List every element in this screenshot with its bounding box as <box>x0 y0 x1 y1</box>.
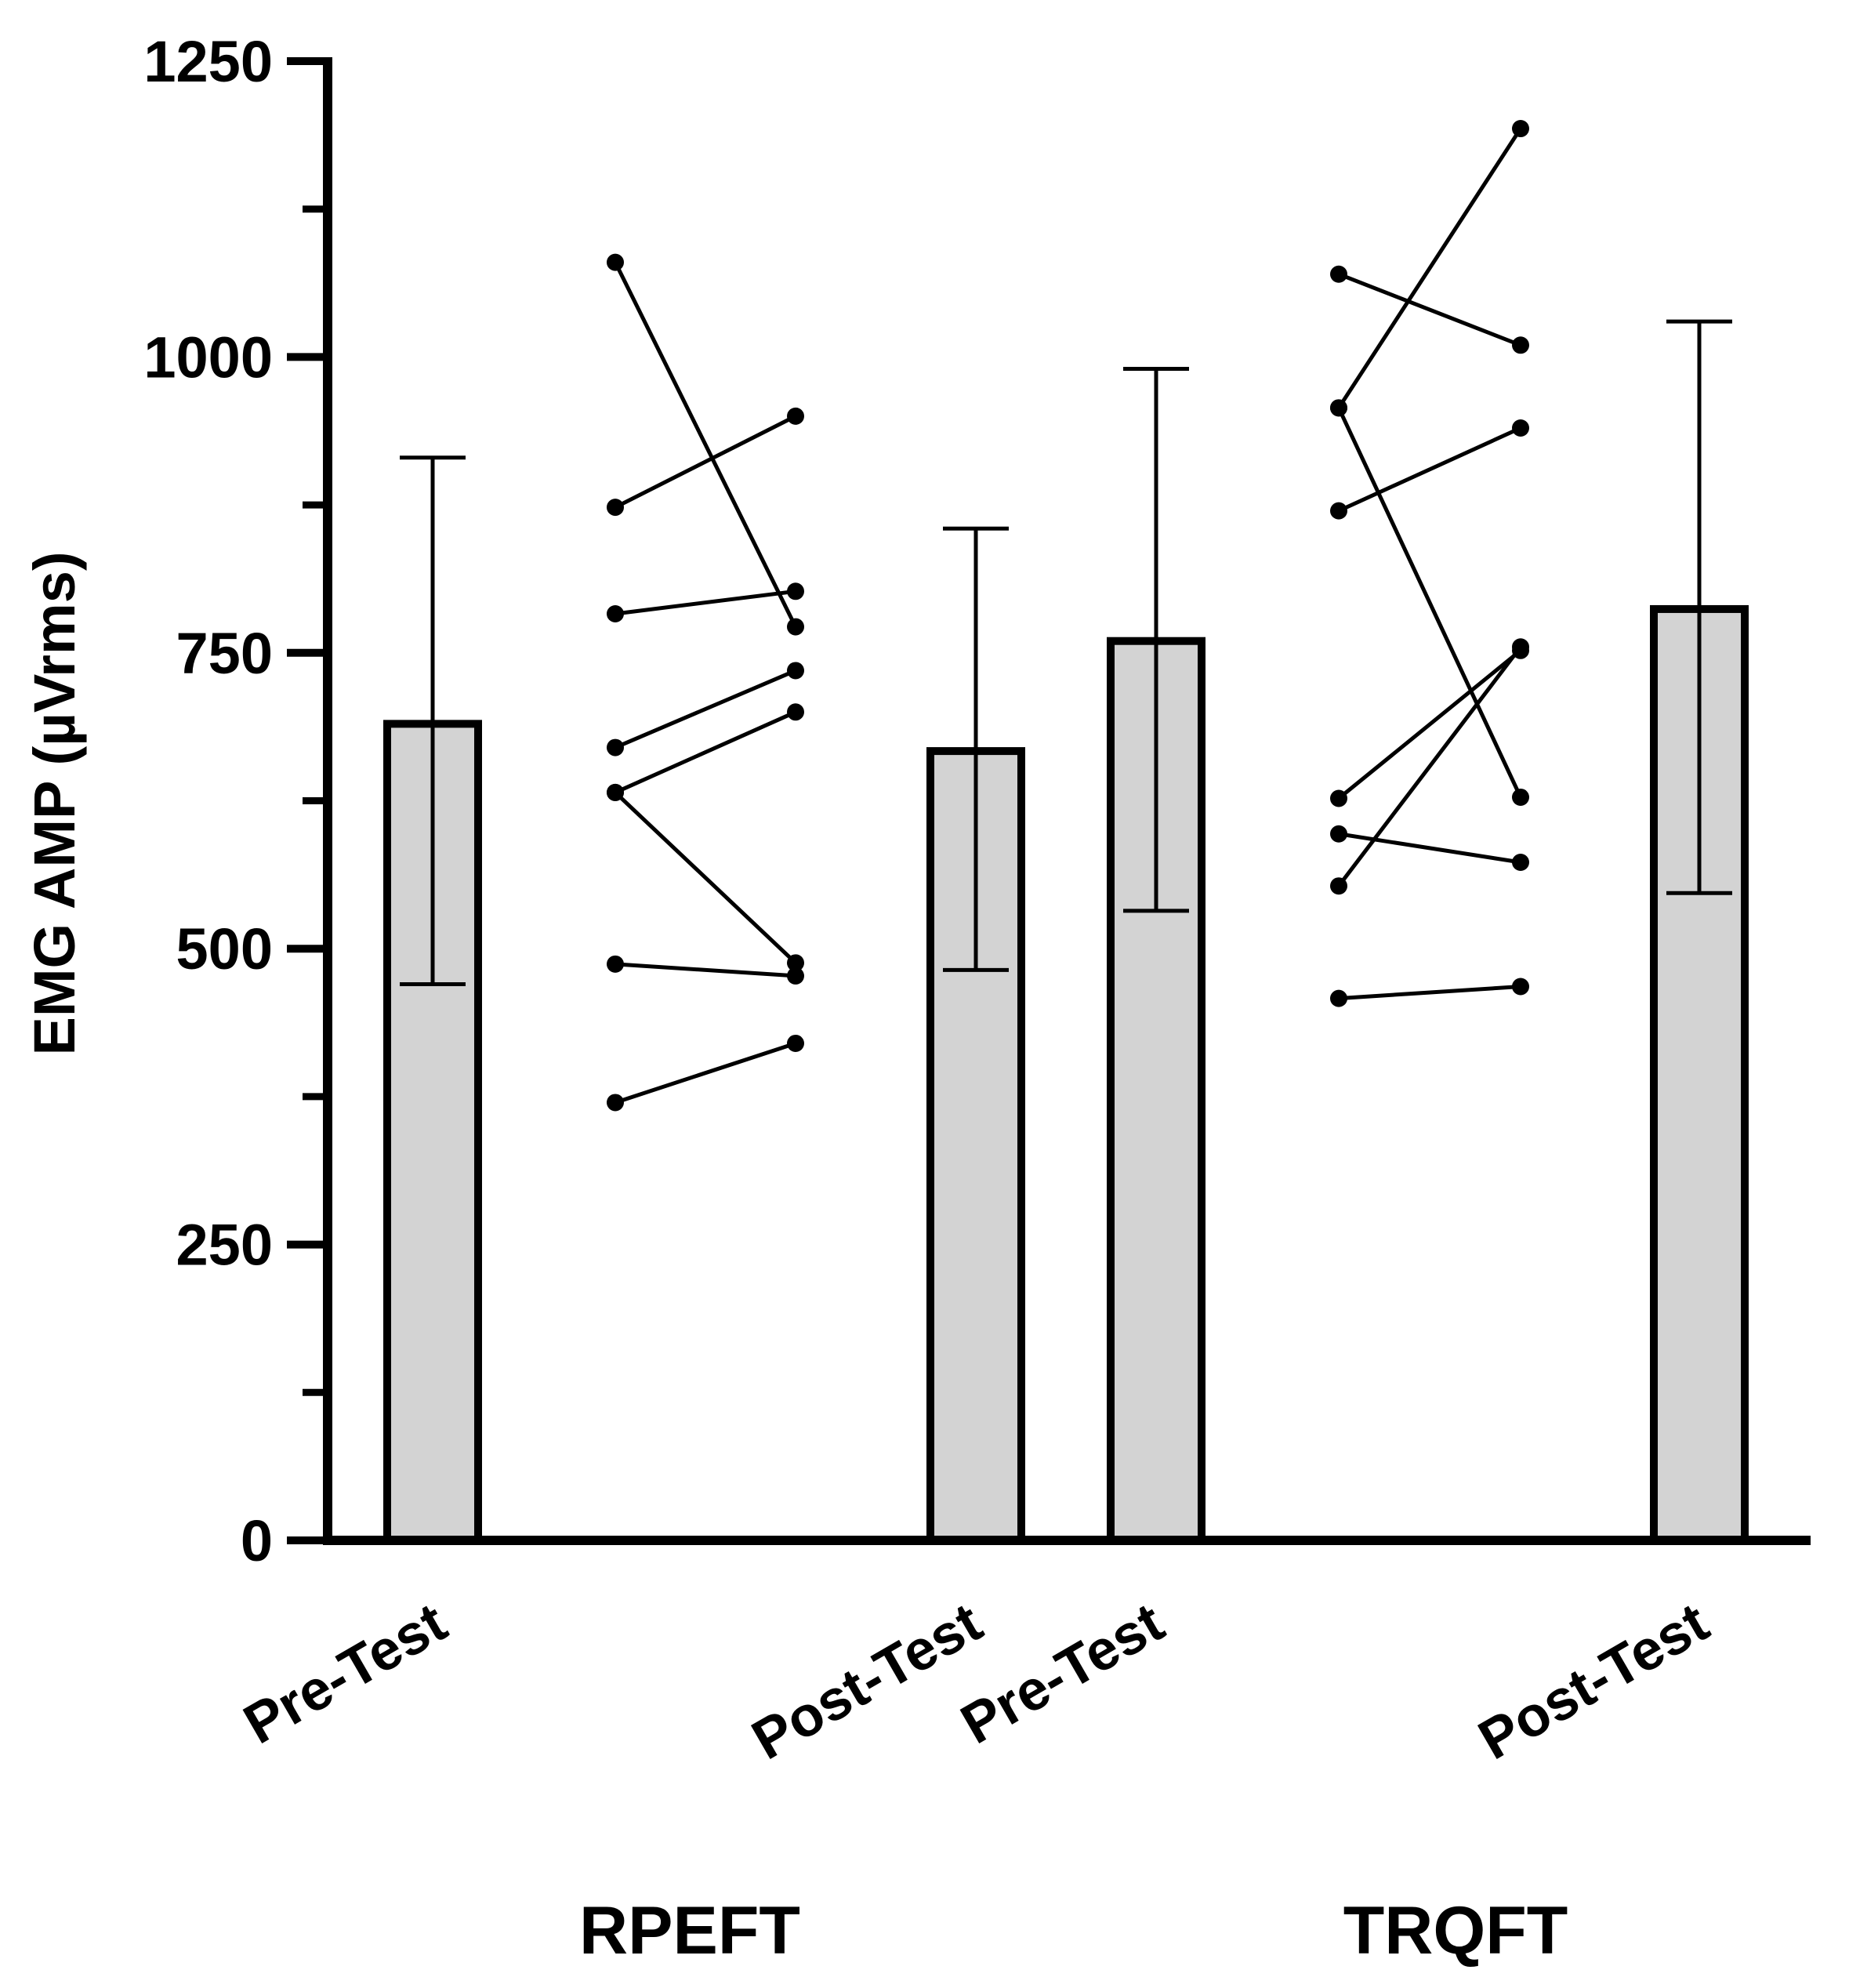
paired-line-trqft-2 <box>1336 127 1523 409</box>
paired-line-rpeft-8 <box>615 1041 796 1105</box>
paired-point-pre-trqft-8 <box>1330 989 1347 1007</box>
paired-point-post-rpeft-4 <box>787 662 804 680</box>
y-tick-label-500: 500 <box>176 916 273 981</box>
paired-point-pre-rpeft-4 <box>607 738 624 756</box>
paired-point-pre-trqft-1 <box>1330 265 1347 283</box>
paired-point-post-trqft-3 <box>1512 788 1529 806</box>
y-axis-title: EMG AMP (µVrms) <box>22 552 87 1056</box>
paired-point-post-rpeft-6 <box>787 954 804 972</box>
paired-point-pre-trqft-3 <box>1330 399 1347 417</box>
x-tick-label-rpeft-posttest: Post-Test <box>742 1591 992 1772</box>
paired-point-post-trqft-2 <box>1512 120 1529 138</box>
paired-line-rpeft-1 <box>613 261 798 628</box>
paired-point-post-rpeft-1 <box>787 618 804 636</box>
group-label-rpeft: RPEFT <box>579 1893 800 1968</box>
paired-point-pre-trqft-7 <box>1330 877 1347 895</box>
paired-line-trqft-5 <box>1337 648 1522 800</box>
paired-line-rpeft-4 <box>615 669 796 749</box>
x-tick-label-trqft-pretest: Pre-Test <box>951 1591 1174 1757</box>
paired-point-post-trqft-8 <box>1512 978 1529 996</box>
paired-point-post-rpeft-2 <box>787 407 804 425</box>
paired-line-trqft-7 <box>1337 645 1522 887</box>
paired-point-post-trqft-6 <box>1512 853 1529 871</box>
paired-point-post-rpeft-7 <box>787 967 804 985</box>
paired-point-pre-rpeft-6 <box>607 783 624 801</box>
paired-line-rpeft-2 <box>614 414 797 510</box>
paired-point-post-trqft-1 <box>1512 336 1529 354</box>
y-tick-label-1000: 1000 <box>143 325 273 390</box>
paired-point-pre-trqft-4 <box>1330 502 1347 520</box>
paired-point-post-trqft-7 <box>1512 638 1529 656</box>
paired-line-trqft-6 <box>1338 832 1521 865</box>
paired-point-post-trqft-4 <box>1512 419 1529 437</box>
paired-line-rpeft-5 <box>614 709 797 795</box>
y-tick-label-1250: 1250 <box>143 29 273 94</box>
paired-point-pre-rpeft-7 <box>607 955 624 973</box>
paired-point-pre-rpeft-1 <box>607 253 624 271</box>
y-tick-label-250: 250 <box>176 1213 273 1278</box>
paired-line-trqft-4 <box>1337 426 1522 513</box>
paired-point-post-rpeft-3 <box>787 582 804 600</box>
group-label-trqft: TRQFT <box>1343 1893 1568 1968</box>
paired-line-trqft-3 <box>1336 407 1523 799</box>
paired-line-rpeft-7 <box>615 962 796 978</box>
y-tick-label-750: 750 <box>176 621 273 686</box>
paired-point-pre-rpeft-8 <box>607 1094 624 1112</box>
x-tick-label-trqft-posttest: Post-Test <box>1469 1591 1719 1772</box>
paired-point-pre-trqft-6 <box>1330 825 1347 843</box>
x-tick-label-rpeft-pretest: Pre-Test <box>234 1591 457 1757</box>
paired-point-post-rpeft-8 <box>787 1034 804 1052</box>
y-tick-label-0: 0 <box>241 1508 273 1573</box>
paired-line-rpeft-6 <box>614 791 797 965</box>
paired-line-rpeft-3 <box>615 589 796 616</box>
paired-point-pre-rpeft-2 <box>607 499 624 517</box>
paired-point-pre-rpeft-3 <box>607 604 624 622</box>
paired-line-trqft-1 <box>1338 272 1521 347</box>
paired-point-post-rpeft-5 <box>787 703 804 721</box>
paired-point-pre-trqft-5 <box>1330 789 1347 807</box>
paired-line-trqft-8 <box>1338 985 1521 1001</box>
